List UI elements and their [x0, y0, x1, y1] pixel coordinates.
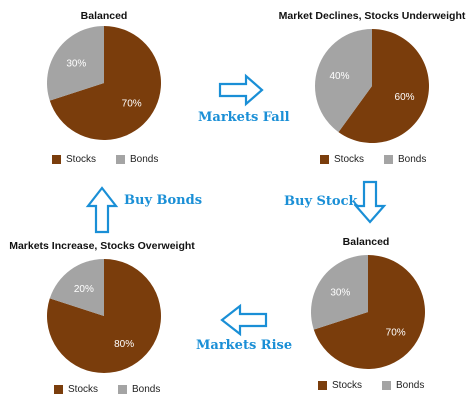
arrow-up-icon — [85, 186, 119, 234]
pie-slice-bonds — [310, 255, 368, 330]
buy-bonds-label: Buy Bonds — [124, 193, 203, 208]
pie-label-bonds: 30% — [330, 287, 350, 298]
pie-chart-balanced-bottom: 70% 30% — [310, 255, 425, 369]
legend-balanced-bottom: Stocks Bonds — [318, 380, 424, 391]
pie-label-stocks: 70% — [386, 328, 406, 339]
legend-bonds-label: Bonds — [396, 380, 425, 391]
bonds-swatch — [384, 155, 394, 164]
bonds-swatch — [116, 155, 126, 164]
pie-slice-stocks — [49, 26, 161, 141]
legend-balanced-top: Stocks Bonds — [52, 154, 158, 165]
markets-rise-label: Markets Rise — [196, 338, 293, 353]
markets-fall-label: Markets Fall — [198, 110, 290, 125]
pie-slice-bonds — [46, 26, 104, 101]
legend-bonds-label: Bonds — [132, 384, 161, 395]
pie-label-stocks: 70% — [122, 99, 142, 110]
legend-market-declines: Stocks Bonds — [320, 154, 426, 165]
bonds-swatch — [118, 385, 128, 394]
pie-label-bonds: 20% — [74, 284, 94, 295]
legend-bonds-label: Bonds — [398, 154, 427, 165]
pie-chart-balanced-top: 70% 30% — [46, 26, 161, 141]
stocks-swatch — [52, 155, 61, 164]
pie-label-stocks: 80% — [114, 339, 134, 350]
arrow-down-icon — [353, 180, 387, 224]
legend-stocks-label: Stocks — [66, 154, 97, 165]
pie-label-stocks: 60% — [395, 92, 415, 103]
legend-bonds-label: Bonds — [130, 154, 159, 165]
pie-chart-markets-increase: 80% 20% — [47, 259, 161, 373]
chart-title-balanced-top: Balanced — [80, 10, 128, 22]
bonds-swatch — [382, 381, 392, 390]
pie-label-bonds: 40% — [329, 71, 349, 82]
stocks-swatch — [54, 385, 63, 394]
pie-label-bonds: 30% — [66, 58, 86, 69]
legend-stocks-label: Stocks — [332, 380, 363, 391]
chart-title-markets-increase: Markets Increase, Stocks Overweight — [9, 240, 195, 252]
arrow-right-icon — [218, 73, 264, 107]
pie-slice-stocks — [313, 255, 425, 369]
pie-slice-bonds — [49, 259, 104, 316]
buy-stock-label: Buy Stock — [284, 194, 358, 209]
stocks-swatch — [318, 381, 327, 390]
pie-slice-bonds — [315, 29, 372, 133]
chart-title-balanced-bottom: Balanced — [342, 236, 390, 248]
pie-chart-market-declines: 60% 40% — [315, 29, 429, 143]
legend-stocks-label: Stocks — [334, 154, 365, 165]
chart-title-market-declines: Market Declines, Stocks Underweight — [278, 10, 466, 22]
arrow-left-icon — [220, 303, 268, 337]
legend-markets-increase: Stocks Bonds — [54, 384, 160, 395]
stocks-swatch — [320, 155, 329, 164]
pie-slice-stocks — [338, 29, 429, 143]
legend-stocks-label: Stocks — [68, 384, 99, 395]
